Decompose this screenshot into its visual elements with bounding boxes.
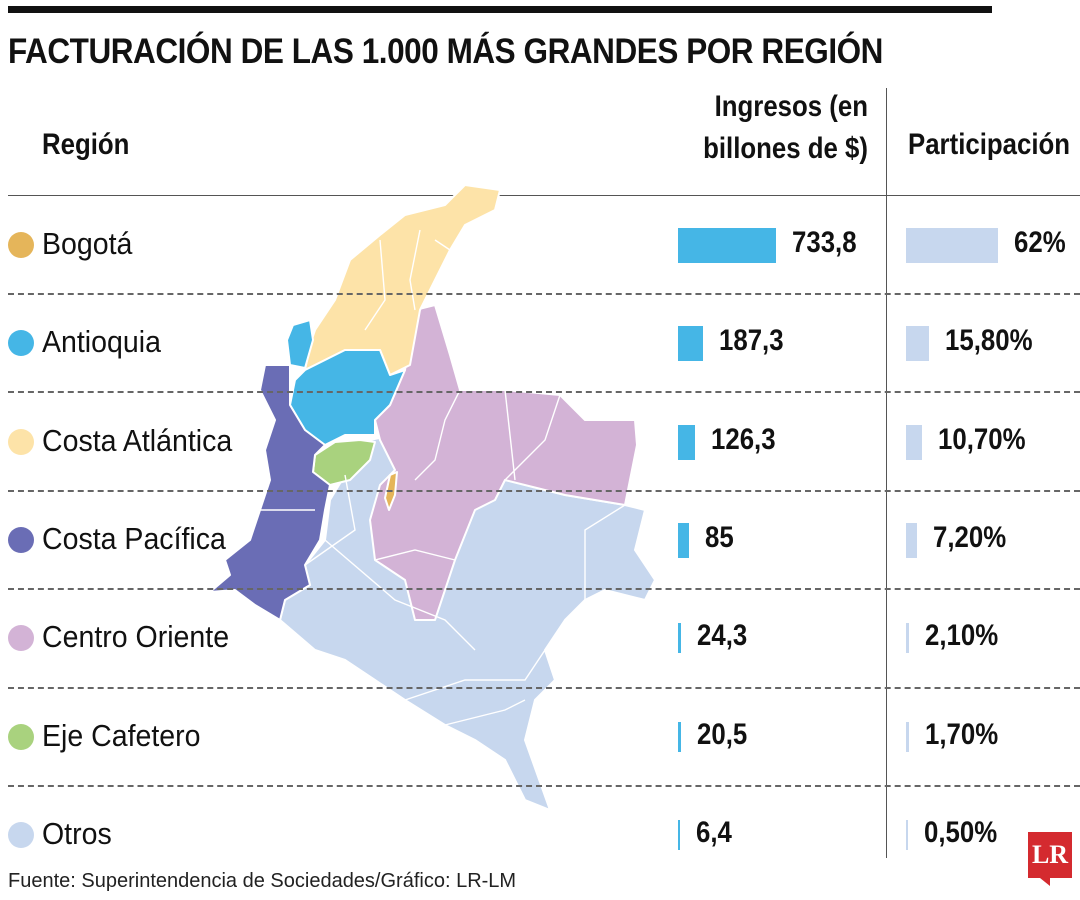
ingresos-bar: [678, 623, 682, 654]
department-borders: [260, 229, 626, 726]
row-divider: [8, 687, 1080, 689]
participacion-bar: [906, 228, 998, 264]
ingresos-bar: [678, 424, 695, 460]
header-ingresos-line2: billones de $): [703, 132, 868, 165]
chart-title: FACTURACIÓN DE LAS 1.000 MÁS GRANDES POR…: [8, 32, 883, 71]
participacion-bar: [906, 819, 908, 850]
top-rule: [8, 6, 992, 13]
header-divider: [8, 195, 1080, 196]
ingresos-value: 126,3: [710, 422, 776, 456]
row-divider: [8, 785, 1080, 787]
header-region: Región: [42, 128, 130, 161]
participacion-value: 7,20%: [932, 521, 1006, 555]
ingresos-value: 6,4: [696, 815, 732, 849]
participacion-value: 1,70%: [924, 717, 998, 751]
region-label: Costa Atlántica: [42, 422, 233, 458]
region-label: Bogotá: [42, 226, 133, 262]
map-region-costa-pacifica: [209, 364, 331, 621]
header-participacion: Participación: [908, 128, 1071, 161]
header-ingresos: Ingresos (en billones de $): [698, 86, 868, 170]
participacion-bar: [906, 721, 909, 752]
participacion-bar: [906, 424, 922, 460]
lr-logo: LR: [1028, 832, 1072, 886]
column-divider: [886, 88, 887, 858]
source-note: Fuente: Superintendencia de Sociedades/G…: [8, 870, 517, 892]
row-divider: [8, 391, 1080, 393]
colombia-region-map: [209, 184, 656, 811]
header-ingresos-line1: Ingresos (en: [714, 90, 868, 123]
ingresos-value: 24,3: [697, 619, 748, 653]
ingresos-bar: [678, 228, 776, 264]
legend-dot: [8, 232, 34, 259]
legend-dot: [8, 330, 34, 357]
legend-dot: [8, 428, 34, 455]
participacion-value: 0,50%: [924, 815, 998, 849]
participacion-value: 15,80%: [945, 324, 1033, 358]
ingresos-value: 187,3: [719, 324, 784, 358]
ingresos-value: 85: [705, 521, 735, 555]
legend-dot: [8, 723, 34, 750]
map-region-costa-atlantica: [304, 184, 501, 376]
row-divider: [8, 490, 1080, 492]
region-label: Antioquia: [42, 324, 161, 360]
participacion-bar: [906, 523, 917, 559]
participacion-value: 2,10%: [925, 619, 999, 653]
ingresos-value: 733,8: [792, 226, 857, 260]
region-label: Otros: [42, 815, 112, 851]
ingresos-bar: [678, 819, 680, 850]
participacion-value: 10,70%: [937, 422, 1026, 456]
legend-dot: [8, 625, 34, 652]
participacion-bar: [906, 623, 910, 654]
row-divider: [8, 588, 1080, 590]
legend-dot: [8, 821, 34, 848]
region-label: Eje Cafetero: [42, 717, 201, 753]
ingresos-value: 20,5: [696, 717, 747, 751]
legend-dot: [8, 527, 34, 554]
participacion-bar: [906, 326, 930, 362]
participacion-value: 62%: [1014, 226, 1066, 260]
row-divider: [8, 293, 1080, 295]
ingresos-bar: [678, 721, 681, 752]
ingresos-bar: [678, 326, 703, 362]
region-label: Costa Pacífica: [42, 521, 226, 557]
region-label: Centro Oriente: [42, 619, 230, 655]
map-region-antioquia-uraba: [286, 319, 314, 369]
ingresos-bar: [678, 523, 690, 559]
